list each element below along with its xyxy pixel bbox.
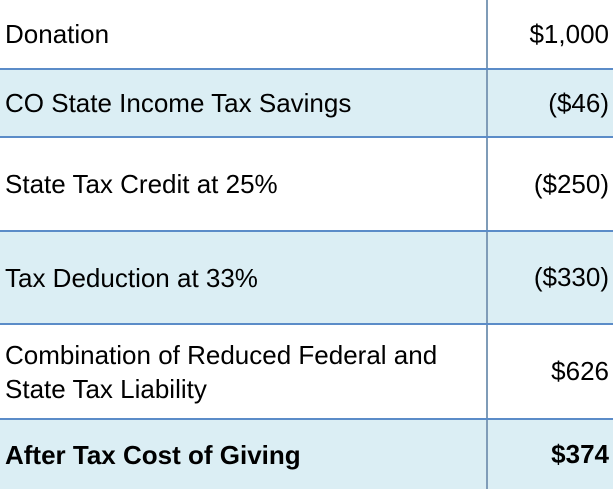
- table-row: CO State Income Tax Savings ($46): [0, 70, 613, 138]
- label-cell: After Tax Cost of Giving: [0, 420, 488, 489]
- table-row: State Tax Credit at 25% ($250): [0, 138, 613, 232]
- value-cell: ($46): [548, 87, 609, 118]
- table-row: Combination of Reduced Federal and State…: [0, 325, 613, 420]
- value-cell: ($330): [533, 262, 609, 292]
- label-cell: Tax Deduction at 33%: [0, 232, 488, 323]
- value-cell: $626: [551, 356, 609, 386]
- label-text: Tax Deduction at 33%: [5, 262, 258, 293]
- label-text: CO State Income Tax Savings: [5, 88, 352, 118]
- label-text: After Tax Cost of Giving: [5, 439, 301, 470]
- table-row: Tax Deduction at 33% ($330): [0, 232, 613, 325]
- label-text: Combination of Reduced Federal and State…: [5, 339, 438, 404]
- label-cell: Combination of Reduced Federal and State…: [0, 325, 488, 418]
- label-cell: CO State Income Tax Savings: [0, 70, 488, 136]
- value-cell: $374: [551, 439, 609, 469]
- value-cell: ($250): [533, 168, 609, 199]
- value-cell: $1,000: [529, 18, 609, 49]
- label-cell: Donation: [0, 0, 488, 68]
- label-text: Donation: [5, 19, 110, 49]
- label-text: State Tax Credit at 25%: [5, 169, 278, 199]
- table-row: After Tax Cost of Giving $374: [0, 420, 613, 489]
- label-cell: State Tax Credit at 25%: [0, 138, 488, 230]
- table-row: Donation $1,000: [0, 0, 613, 70]
